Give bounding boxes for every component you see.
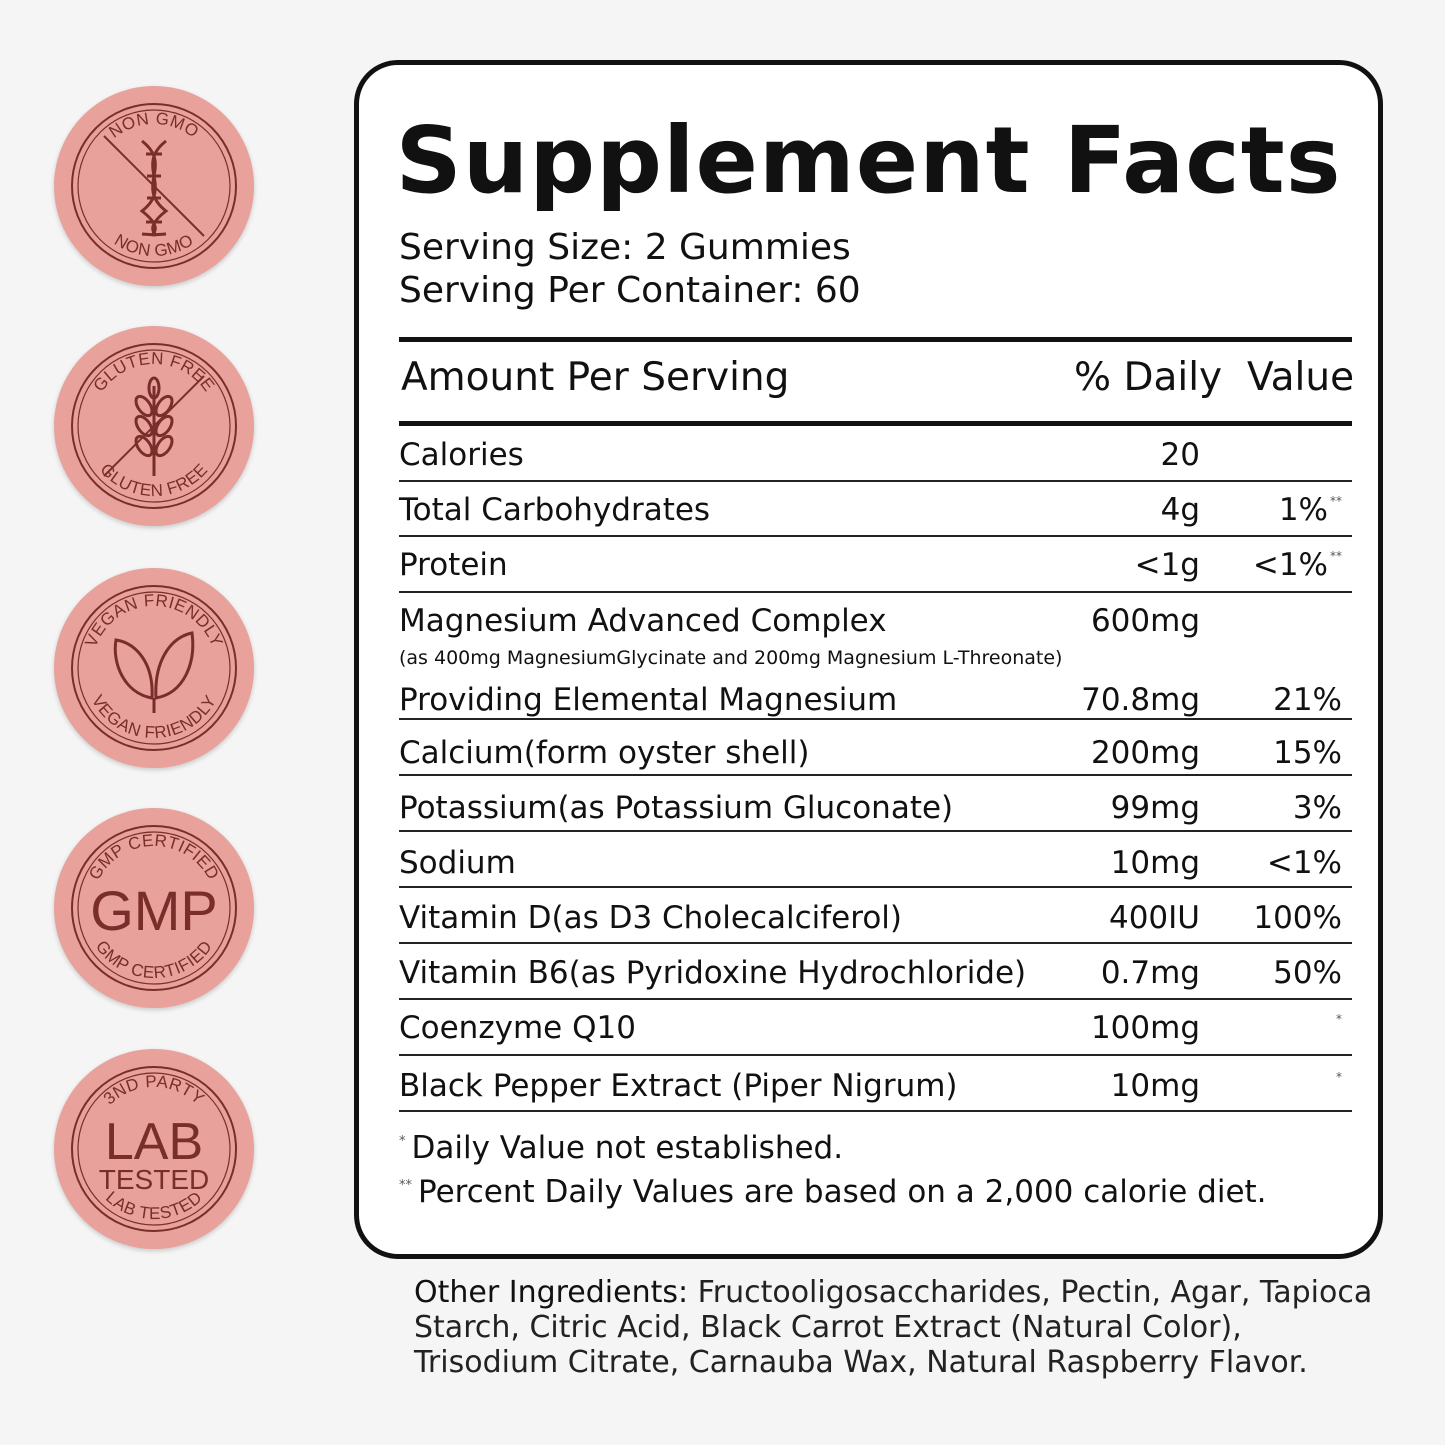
row-daily-value: 21% (1273, 682, 1342, 718)
badge-center-text: LAB (105, 1113, 203, 1171)
row-divider (399, 591, 1352, 593)
row-divider (399, 480, 1352, 482)
other-ingredients-label: Other Ingredients: (414, 1275, 689, 1310)
row-amount: 20 (1160, 437, 1200, 473)
row-amount: 4g (1160, 492, 1200, 528)
row-name: Potassium(as Potassium Gluconate) (399, 790, 954, 826)
row-dv-text: 100% (1253, 900, 1342, 936)
row-daily-value: <1% (1267, 845, 1342, 881)
row-daily-value: 15% (1273, 735, 1342, 771)
row-amount: 0.7mg (1100, 955, 1200, 991)
row-divider (399, 774, 1352, 776)
row-divider (399, 998, 1352, 1000)
badge-top-text: VEGAN FRIENDLY (81, 591, 226, 650)
wheat-icon (134, 376, 174, 476)
footnote-daily-value: * Daily Value not established. (399, 1130, 844, 1166)
row-dv-text: 21% (1273, 682, 1342, 718)
row-name: Coenzyme Q10 (399, 1010, 636, 1046)
badge-vegan-friendly: VEGAN FRIENDLY VEGAN FRIENDLY (54, 568, 254, 768)
badge-bottom-text: GMP CERTIFIED (92, 937, 216, 982)
badge-top-text: NON GMO (105, 109, 202, 142)
row-amount: 99mg (1110, 790, 1200, 826)
row-dv-text: <1% (1266, 845, 1342, 881)
serving-size: Serving Size: 2 Gummies (399, 227, 851, 268)
row-divider (399, 535, 1352, 537)
header-daily: % Daily (1074, 355, 1223, 400)
leaf-icon (113, 631, 195, 713)
divider-thick (399, 337, 1352, 342)
badge-gluten-free: GLUTEN FREE GLUTEN FREE (54, 326, 254, 526)
row-name: Magnesium Advanced Complex (399, 603, 887, 639)
row-daily-value: 1% ** (1279, 492, 1342, 528)
row-divider (399, 886, 1352, 888)
footnote-percent-dv: ** Percent Daily Values are based on a 2,… (399, 1174, 1267, 1210)
row-daily-value: 50% (1273, 955, 1342, 991)
row-dv-text: 15% (1273, 735, 1342, 771)
divider-thick (399, 421, 1352, 426)
row-amount: 600mg (1090, 603, 1200, 639)
row-divider (399, 942, 1352, 944)
dna-icon (139, 139, 169, 237)
badge-top-text: GMP CERTIFIED (85, 831, 223, 883)
other-ingredients: Other Ingredients: Fructooligosaccharide… (414, 1275, 1374, 1380)
row-daily-value: * (1334, 1010, 1342, 1046)
header-amount: Amount Per Serving (401, 355, 790, 400)
row-name: Providing Elemental Magnesium (399, 682, 898, 718)
servings-per-container: Serving Per Container: 60 (399, 270, 861, 311)
row-name: Calcium(form oyster shell) (399, 735, 810, 771)
row-amount: <1g (1134, 547, 1200, 583)
row-name: Calories (399, 437, 524, 473)
row-amount: 200mg (1090, 735, 1200, 771)
row-name: Black Pepper Extract (Piper Nigrum) (399, 1068, 958, 1104)
badge-center-subtext: TESTED (99, 1164, 209, 1195)
row-dv-text: 50% (1273, 955, 1342, 991)
row-dv-mark: * (1336, 1070, 1342, 1084)
row-name: Total Carbohydrates (399, 492, 711, 528)
panel-title: Supplement Facts (395, 107, 1342, 214)
row-divider (399, 718, 1352, 720)
badge-lab-tested: 3ND PARTY LAB TESTED LAB TESTED (54, 1049, 254, 1249)
row-name: Sodium (399, 845, 516, 881)
row-amount: 400IU (1108, 900, 1200, 936)
row-dv-mark: * (1336, 1012, 1342, 1026)
row-amount: 10mg (1110, 845, 1200, 881)
supplement-facts-panel: Supplement Facts Serving Size: 2 Gummies… (354, 60, 1383, 1259)
row-amount: 70.8mg (1081, 682, 1200, 718)
row-daily-value: <1% ** (1253, 547, 1342, 583)
row-divider (399, 1054, 1352, 1056)
row-dv-mark: ** (1330, 494, 1342, 508)
row-dv-text: <1% (1252, 547, 1328, 583)
badge-gmp-certified: GMP CERTIFIED GMP CERTIFIED GMP (54, 808, 254, 1008)
row-daily-value: 3% (1293, 790, 1342, 826)
row-name: Protein (399, 547, 508, 583)
row-divider (399, 830, 1352, 832)
row-note: (as 400mg MagnesiumGlycinate and 200mg M… (399, 647, 1063, 669)
row-divider (399, 1110, 1352, 1112)
header-value: Value (1247, 355, 1355, 400)
row-dv-text: 1% (1278, 492, 1328, 528)
other-ingredients-text: Fructooligosaccharides, Pectin, Agar, Ta… (414, 1275, 1373, 1380)
row-daily-value: 100% (1253, 900, 1342, 936)
badge-center-text: GMP (90, 879, 218, 942)
row-dv-text: 3% (1292, 790, 1342, 826)
row-name: Vitamin B6(as Pyridoxine Hydrochloride) (399, 955, 1027, 991)
row-daily-value: * (1334, 1068, 1342, 1104)
row-name: Vitamin D(as D3 Cholecalciferol) (399, 900, 902, 936)
row-dv-mark: ** (1330, 549, 1342, 563)
badge-non-gmo: NON GMO NON GMO (54, 86, 254, 286)
row-amount: 100mg (1090, 1010, 1200, 1046)
row-amount: 10mg (1110, 1068, 1200, 1104)
